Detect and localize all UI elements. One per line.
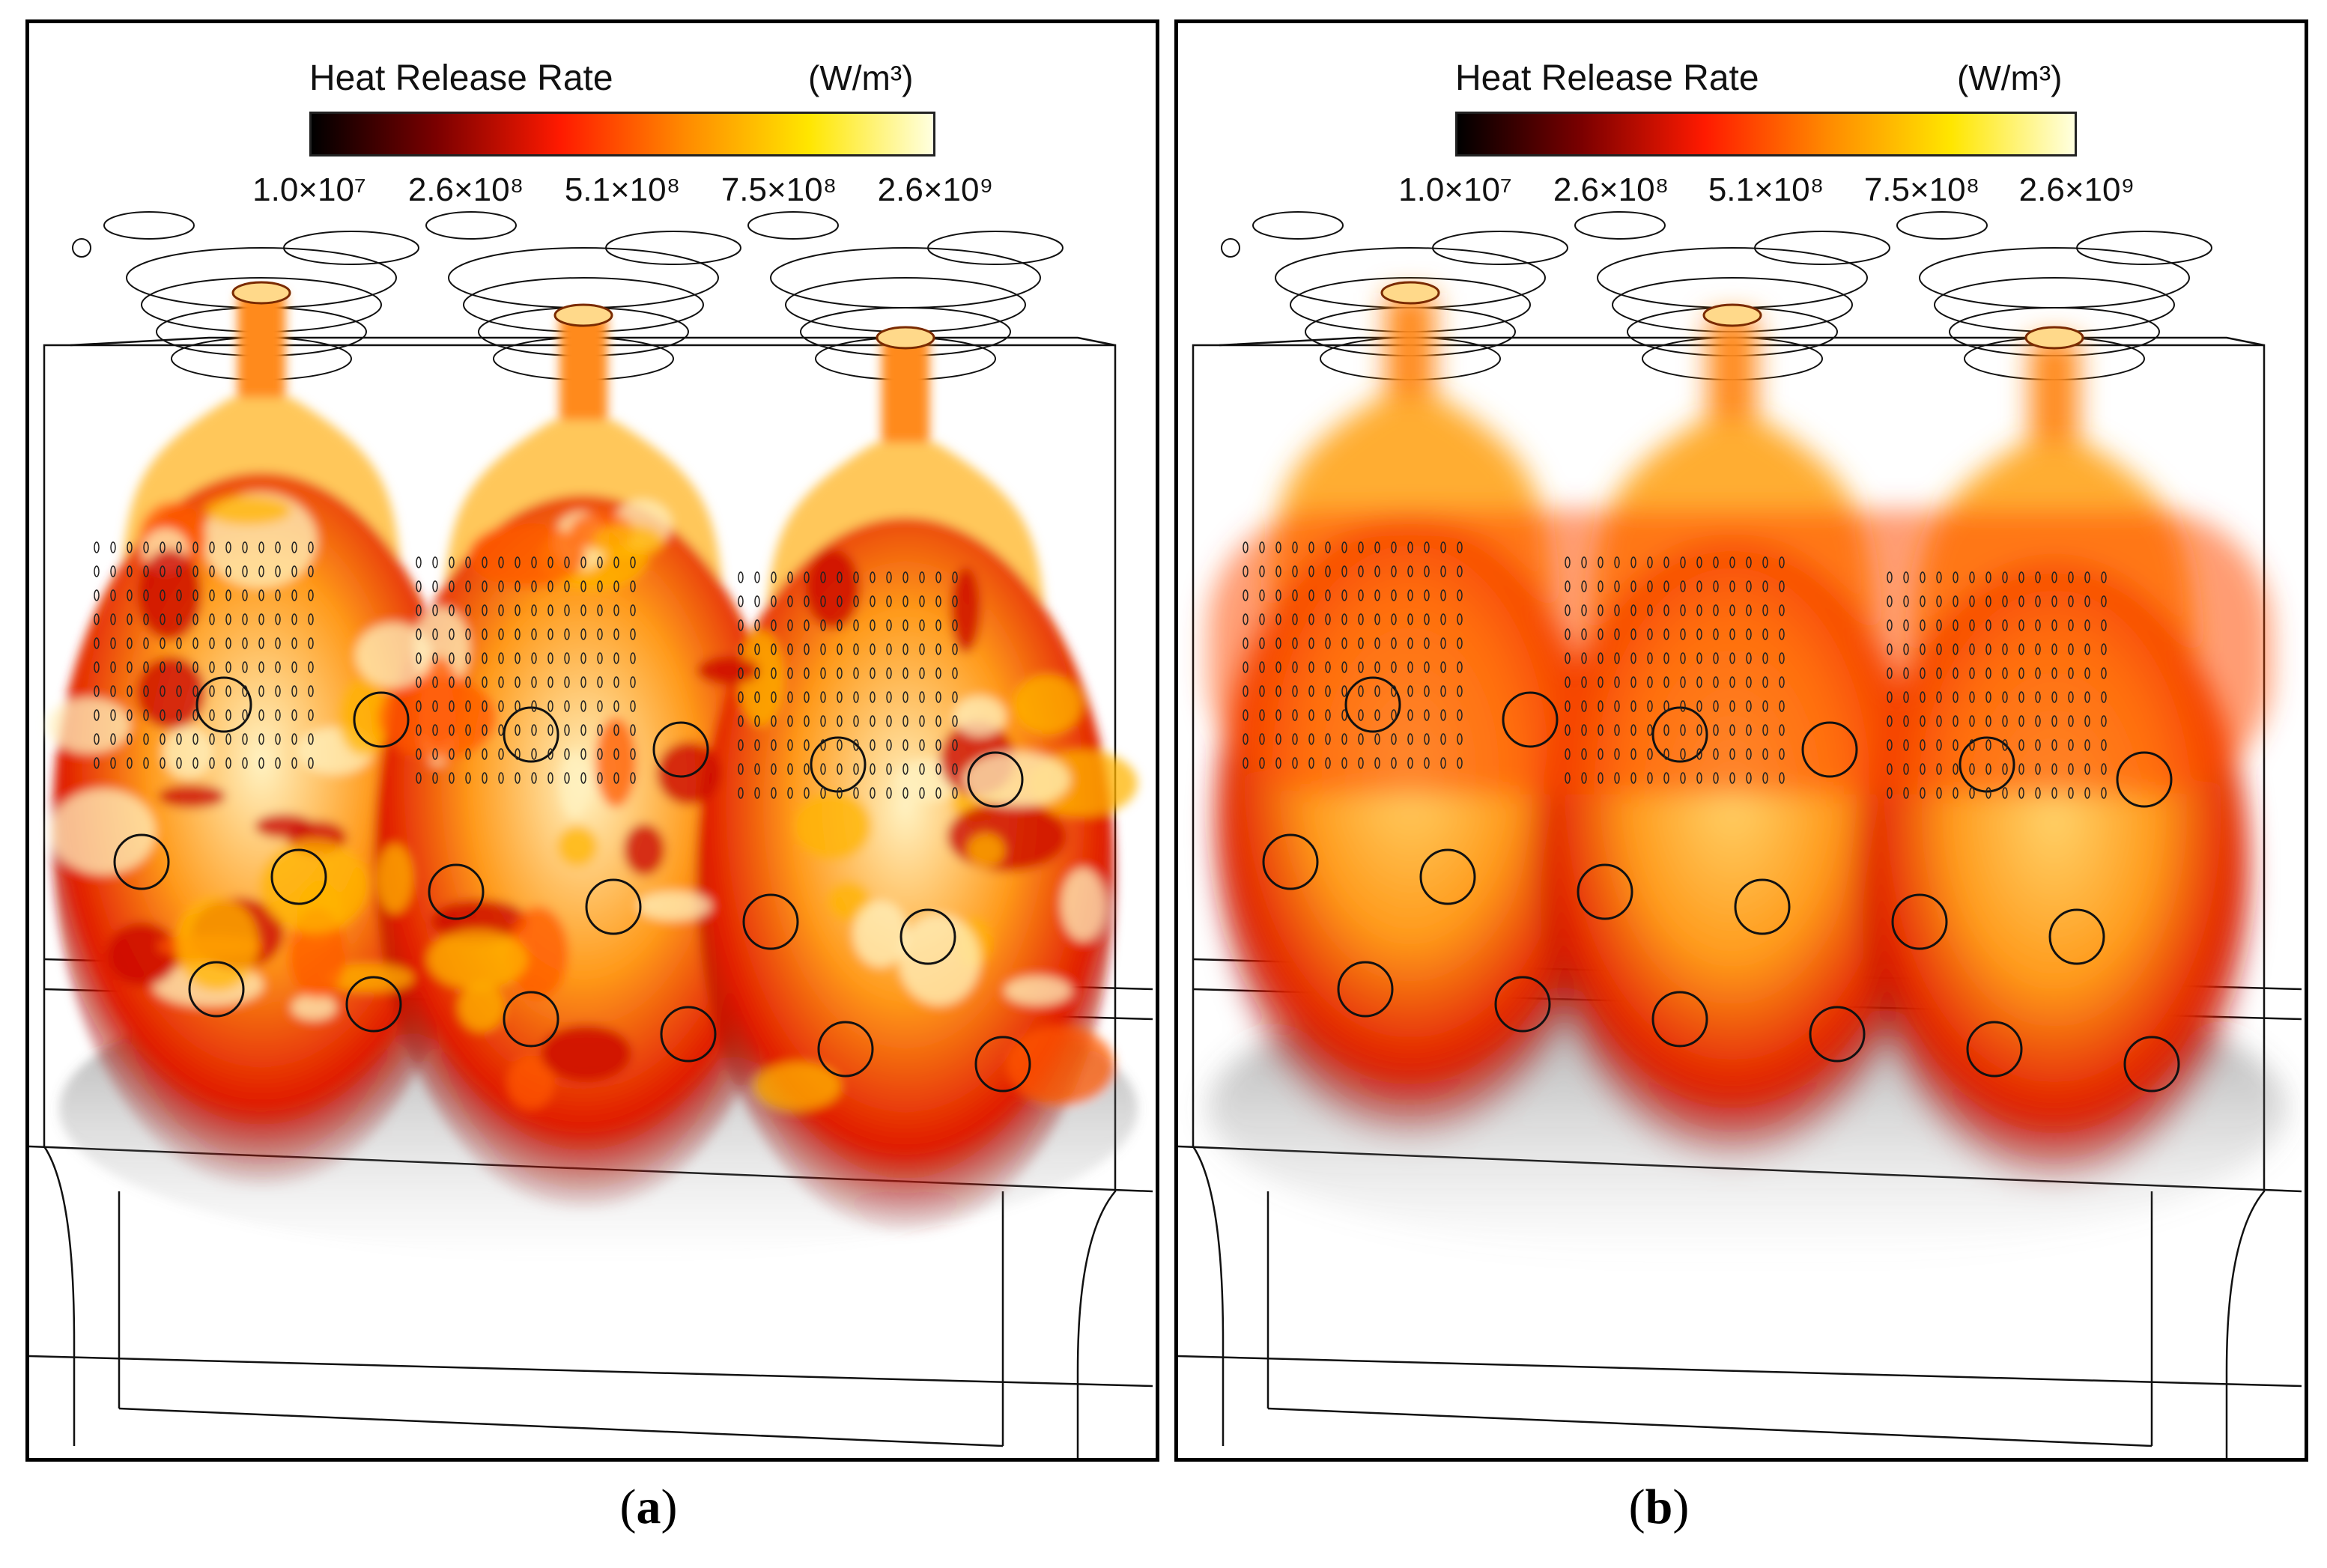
legend-unit: (W/m³) [808, 58, 914, 97]
effusion-holes [94, 541, 958, 799]
panel-a: Heat Release Rate (W/m³) 1.0×10⁷ 2.6×10⁸… [25, 19, 1159, 1462]
caption-b: (b) [1628, 1480, 1690, 1534]
colorbar-tick-label: 2.6×10⁹ [2018, 171, 2135, 208]
colorbar-legend-b: Heat Release Rate (W/m³) 1.0×10⁷ 2.6×10⁸… [1178, 23, 2305, 218]
colorbar-tick-label: 7.5×10⁸ [720, 171, 837, 208]
flame-volume [47, 293, 1138, 1259]
colorbar-tick-label: 2.6×10⁸ [1553, 171, 1669, 208]
caption-a: (a) [619, 1480, 678, 1534]
combustor-visualization-a [29, 211, 1153, 1458]
legend-unit: (W/m³) [1957, 58, 2063, 97]
colorbar-tick-label: 2.6×10⁹ [877, 171, 994, 208]
colorbar-tick-label: 1.0×10⁷ [1398, 171, 1512, 208]
dilution-holes [113, 676, 1031, 1093]
colorbar-tick-label: 5.1×10⁸ [1708, 171, 1824, 208]
colorbar-tick-label: 5.1×10⁸ [564, 171, 681, 208]
colorbar-legend-a: Heat Release Rate (W/m³) 1.0×10⁷ 2.6×10⁸… [29, 23, 1156, 218]
panel-b: Heat Release Rate (W/m³) 1.0×10⁷ 2.6×10⁸… [1174, 19, 2308, 1462]
colorbar-tick-label: 1.0×10⁷ [252, 171, 366, 208]
flame-volume [1208, 293, 2287, 1259]
effusion-holes [1243, 541, 2107, 799]
legend-title: Heat Release Rate [309, 58, 613, 98]
colorbar [309, 112, 935, 157]
combustor-visualization-b [1178, 211, 2302, 1458]
colorbar-tick-label: 2.6×10⁸ [407, 171, 524, 208]
legend-title: Heat Release Rate [1455, 58, 1759, 98]
colorbar [1455, 112, 2077, 157]
dilution-holes [1262, 676, 2180, 1093]
colorbar-tick-label: 7.5×10⁸ [1863, 171, 1980, 208]
